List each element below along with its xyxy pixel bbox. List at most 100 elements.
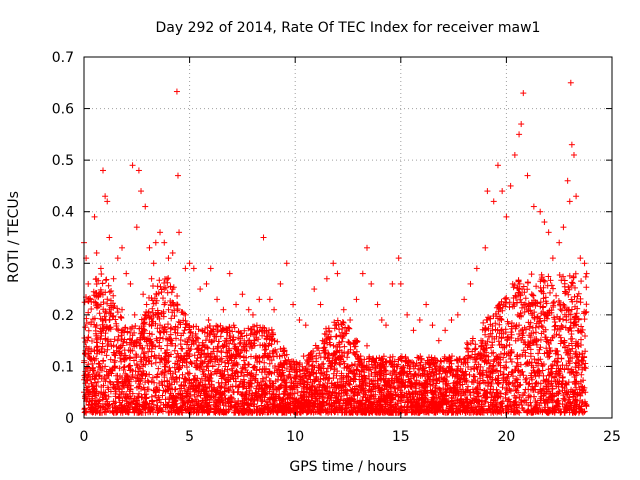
data-point [129, 162, 136, 169]
data-point [583, 270, 590, 277]
data-point [127, 347, 134, 354]
data-point [110, 384, 117, 391]
data-point [104, 198, 111, 205]
data-point [266, 296, 273, 303]
data-point [173, 378, 180, 385]
data-point [144, 342, 151, 349]
data-point [230, 389, 237, 396]
data-point [345, 363, 351, 370]
data-point [197, 286, 204, 293]
data-point [516, 131, 523, 138]
data-point [338, 378, 345, 385]
data-point [429, 322, 436, 329]
data-point [383, 394, 390, 401]
data-point [541, 311, 548, 318]
data-point [374, 301, 381, 308]
data-point [186, 353, 193, 360]
data-point [119, 306, 126, 313]
data-point [157, 322, 164, 329]
data-point [416, 317, 423, 324]
data-point [239, 291, 246, 298]
data-point [395, 255, 402, 262]
y-tick-label: 0.3 [52, 256, 74, 272]
data-point [357, 353, 364, 360]
data-point [408, 384, 415, 391]
data-point [524, 172, 531, 179]
x-tick-label: 25 [603, 429, 621, 445]
x-tick-label: 20 [497, 429, 515, 445]
data-point [368, 280, 375, 287]
data-point [140, 291, 147, 298]
data-points [81, 79, 590, 411]
data-point [243, 332, 250, 339]
data-point [205, 317, 212, 324]
data-point [165, 255, 172, 262]
data-point [123, 394, 130, 401]
data-point [541, 219, 548, 226]
data-point [465, 353, 472, 360]
data-point [323, 275, 330, 282]
data-point [123, 270, 130, 277]
data-point [421, 389, 428, 396]
data-point [182, 265, 189, 272]
data-point [566, 358, 573, 365]
data-point [378, 317, 385, 324]
data-point [157, 229, 164, 236]
data-point [461, 296, 468, 303]
data-point [176, 229, 183, 236]
data-point [452, 389, 459, 396]
data-point [296, 317, 303, 324]
data-point [499, 188, 506, 195]
data-point [317, 301, 324, 308]
data-point [313, 373, 320, 380]
y-tick-label: 0.1 [52, 359, 74, 375]
data-point [100, 167, 107, 174]
data-point [395, 378, 402, 385]
data-point [484, 188, 491, 195]
data-point [114, 337, 121, 344]
data-point [573, 193, 580, 200]
data-point [473, 265, 480, 272]
data-point [161, 301, 168, 308]
data-point [402, 399, 409, 406]
data-point [435, 337, 442, 344]
data-point [233, 301, 240, 308]
data-point [277, 280, 284, 287]
y-tick-label: 0.7 [52, 50, 74, 66]
data-point [530, 203, 537, 210]
data-point [89, 373, 96, 380]
data-point [471, 373, 478, 380]
data-point [353, 296, 360, 303]
data-point [389, 280, 396, 287]
data-point [414, 404, 421, 411]
data-point [509, 280, 516, 287]
data-point [211, 368, 218, 375]
data-point [549, 255, 556, 262]
data-point [97, 301, 104, 308]
data-point [262, 342, 269, 349]
data-point [275, 363, 282, 370]
data-point [364, 244, 371, 251]
data-point [152, 239, 159, 246]
dense-point-cloud [81, 270, 590, 416]
data-point [537, 208, 544, 215]
data-point [454, 311, 461, 318]
data-point [383, 322, 390, 329]
data-point [271, 306, 278, 313]
data-point [93, 249, 100, 256]
data-point [256, 296, 263, 303]
data-point [178, 332, 185, 339]
data-point [190, 265, 197, 272]
data-point [133, 224, 140, 231]
data-point [520, 90, 527, 97]
data-point [564, 177, 571, 184]
data-point [503, 342, 510, 349]
data-point [347, 317, 354, 324]
data-point [319, 337, 326, 344]
data-point [169, 286, 176, 293]
data-point [287, 384, 294, 391]
data-point [214, 296, 221, 303]
data-point [150, 260, 157, 267]
x-tick-label: 5 [185, 429, 194, 445]
data-point [218, 347, 225, 354]
